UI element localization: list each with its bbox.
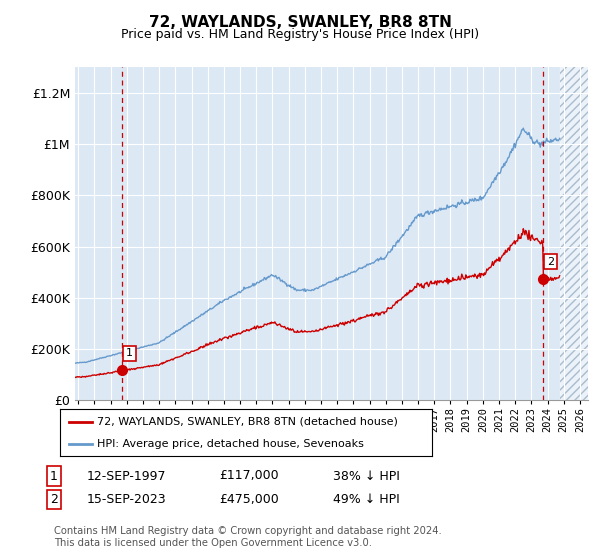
Text: 2: 2: [547, 256, 554, 267]
Text: 1: 1: [50, 469, 58, 483]
Text: Contains HM Land Registry data © Crown copyright and database right 2024.
This d: Contains HM Land Registry data © Crown c…: [54, 526, 442, 548]
Text: 2: 2: [50, 493, 58, 506]
Text: 1: 1: [126, 348, 133, 358]
Text: £475,000: £475,000: [219, 493, 279, 506]
Text: 72, WAYLANDS, SWANLEY, BR8 8TN (detached house): 72, WAYLANDS, SWANLEY, BR8 8TN (detached…: [97, 417, 398, 427]
Text: £117,000: £117,000: [219, 469, 278, 483]
Text: 15-SEP-2023: 15-SEP-2023: [87, 493, 167, 506]
Text: 49% ↓ HPI: 49% ↓ HPI: [333, 493, 400, 506]
Bar: [560, 67, 588, 400]
Text: 72, WAYLANDS, SWANLEY, BR8 8TN: 72, WAYLANDS, SWANLEY, BR8 8TN: [149, 15, 451, 30]
Text: HPI: Average price, detached house, Sevenoaks: HPI: Average price, detached house, Seve…: [97, 438, 364, 449]
Text: 38% ↓ HPI: 38% ↓ HPI: [333, 469, 400, 483]
Text: 12-SEP-1997: 12-SEP-1997: [87, 469, 167, 483]
Bar: [560, 67, 588, 400]
Text: Price paid vs. HM Land Registry's House Price Index (HPI): Price paid vs. HM Land Registry's House …: [121, 28, 479, 41]
